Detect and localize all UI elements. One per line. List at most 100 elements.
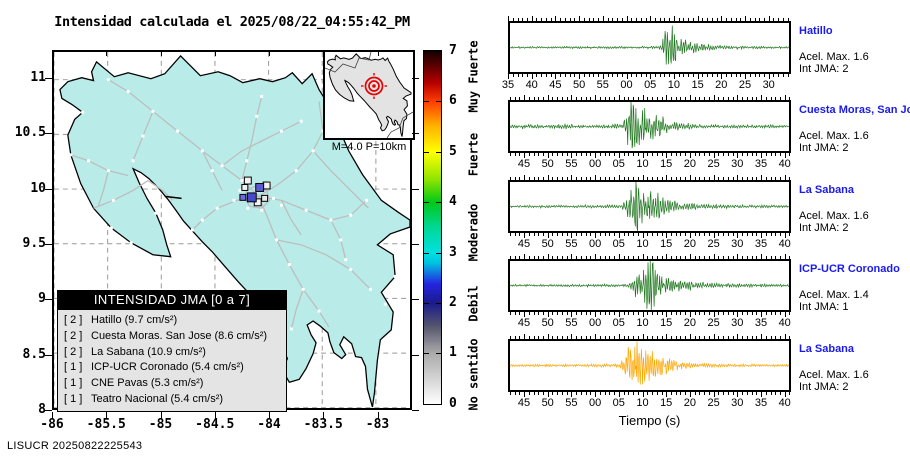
time-tick [778,74,780,77]
time-tick [650,16,652,21]
time-tick [689,95,691,100]
time-tick [552,233,554,236]
time-tick [707,18,709,21]
time-tick [670,392,672,395]
time-tick [561,97,563,100]
time-tick [761,153,762,158]
time-tick [517,74,519,77]
time-tick-label: 05 [612,158,625,170]
time-tick [547,392,549,397]
time-tick [765,336,767,339]
time-tick [585,336,587,339]
lat-tick-label: 11 [30,70,46,85]
time-tick [631,74,633,77]
time-tick [685,97,687,100]
time-tick [640,18,642,21]
seismogram-panel: La Sabana Acel. Max. 1.6 Int JMA: 2 45 50… [508,175,910,260]
time-tick [557,256,559,259]
time-tick [694,153,696,156]
time-tick [514,336,516,339]
time-tick [685,336,687,339]
time-tick [751,256,753,259]
time-tick [713,254,715,259]
time-tick-label: 10 [667,79,681,91]
time-tick [569,74,571,77]
time-tick [718,256,720,259]
time-tick [609,153,611,156]
time-tick [689,175,691,180]
time-tick [650,74,652,79]
time-tick [699,97,701,100]
time-tick-label: 05 [644,79,657,91]
time-tick [721,74,723,79]
time-tick-label: 30 [731,238,744,250]
intensity-legend: INTENSIDAD JMA [0 a 7] [ 2 ] Hatillo (9.7… [57,290,287,412]
colorbar-tick [424,303,429,304]
time-tick [633,177,634,180]
time-tick [524,95,525,100]
time-tick-label: 55 [565,397,578,409]
time-tick-label: 20 [683,238,697,250]
time-tick-label: 10 [636,158,649,170]
time-tick [723,97,725,100]
time-tick [716,18,718,21]
time-tick [761,95,762,100]
legend-row: [ 1 ] Teatro Nacional (5.4 cm/s²) [64,392,286,408]
legend-row: [ 1 ] ICP-UCR Coronado (5.4 cm/s²) [64,360,286,376]
time-tick [604,153,606,156]
time-tick [704,256,706,259]
time-tick [789,392,791,395]
lon-tick-label: -83 [365,417,390,432]
time-tick [780,392,781,395]
intensity-jma-label: Int JMA: 2 [799,381,849,393]
legend-intensity-value: [ 1 ] [64,361,83,374]
time-tick [745,74,746,79]
time-tick [683,18,685,21]
time-tick [623,336,625,339]
time-tick [746,312,748,315]
time-tick [670,97,672,100]
time-tick-label: 55 [565,158,578,170]
lon-tick [106,50,108,56]
lon-tick [52,50,53,56]
time-tick [694,233,696,236]
time-tick [590,233,592,236]
time-tick [756,233,758,236]
time-tick [633,153,634,156]
station-name: La Sabana [799,184,855,196]
colorbar-tick [436,403,441,405]
colorbar-tick-label: 1 [449,345,457,361]
time-tick [675,256,677,259]
time-tick [560,74,562,77]
lon-tick-label: -84.5 [195,417,235,432]
lon-tick-label: -85.5 [86,417,126,432]
time-tick [604,392,606,395]
time-tick [561,177,563,180]
time-tick [524,233,525,238]
time-tick [751,153,753,156]
time-tick [599,153,601,156]
time-tick [588,18,590,21]
time-tick [533,153,535,156]
time-tick [751,177,753,180]
time-tick [746,392,748,395]
colorbar-tick [424,51,429,52]
time-tick [604,312,606,315]
time-tick [708,256,710,259]
time-tick [789,177,791,180]
inset-canvas [324,51,414,139]
time-tick [770,312,772,315]
time-tick [727,392,729,395]
legend-intensity-value: [ 1 ] [64,392,83,405]
time-tick [756,153,758,156]
time-tick [770,97,772,100]
time-tick [689,334,691,339]
seismogram-plot [508,21,791,74]
legend-row: [ 1 ] CNE Pavas (5.3 cm/s²) [64,376,286,392]
time-tick-label: 45 [517,238,531,250]
time-tick [531,74,533,79]
lon-tick [377,50,379,56]
time-tick [637,153,639,156]
time-tick [571,254,573,259]
lon-tick-label: -83.5 [303,417,343,432]
